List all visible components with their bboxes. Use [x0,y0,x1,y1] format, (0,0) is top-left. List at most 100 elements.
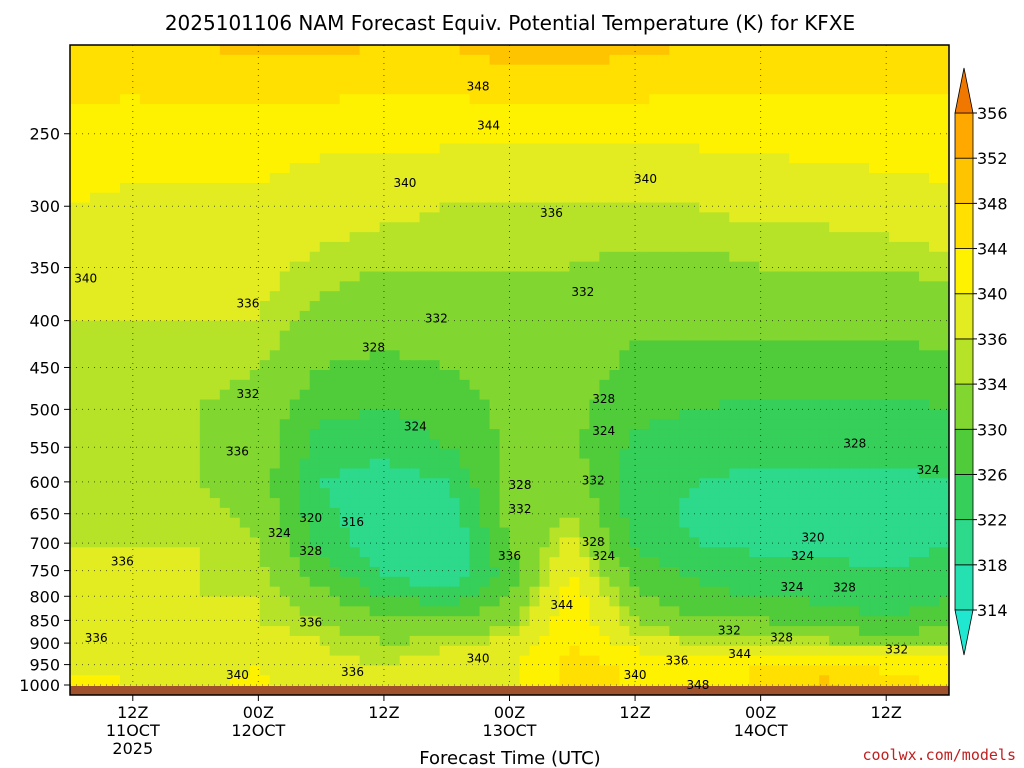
field-cell [929,143,940,154]
field-cell [479,557,491,568]
field-cell [289,320,301,332]
field-cell [449,517,461,529]
field-cell [549,566,561,578]
field-cell [479,251,491,263]
field-cell [479,399,491,410]
field-cell [519,596,531,607]
field-cell [119,488,131,499]
field-cell [189,596,201,607]
field-cell [349,281,361,292]
field-cell [779,409,790,420]
field-cell [669,507,680,519]
field-cell [829,222,840,233]
field-cell [319,399,331,410]
field-cell [179,104,191,115]
field-cell [129,310,141,322]
field-cell [139,281,151,292]
field-cell [279,527,291,539]
field-cell [529,517,541,529]
field-cell [199,566,211,578]
field-cell [489,547,501,558]
field-cell [699,123,710,135]
field-cell [199,429,211,440]
field-cell [589,468,600,479]
field-cell [359,241,371,253]
field-cell [289,291,301,302]
field-cell [809,498,820,509]
field-cell [99,251,111,263]
field-cell [639,468,650,479]
field-cell [439,566,451,578]
field-cell [469,596,481,607]
field-cell [279,547,291,558]
field-cell [929,399,940,410]
field-cell [469,192,481,204]
field-cell [839,409,850,420]
field-cell [389,94,401,105]
field-cell [379,498,391,509]
field-cell [419,350,431,361]
field-cell [309,596,321,607]
field-cell [459,547,471,558]
field-cell [919,143,930,154]
field-cell [479,153,491,164]
field-cell [819,507,830,519]
field-cell [159,537,171,548]
field-cell [899,576,910,588]
field-cell [879,173,890,184]
field-cell [909,84,920,95]
field-cell [689,104,700,115]
field-cell [579,163,591,174]
field-cell [879,310,890,322]
field-cell [339,123,351,135]
field-cell [129,350,141,361]
field-cell [769,173,780,184]
field-cell [769,576,780,588]
field-cell [709,389,720,401]
field-cell [659,251,670,263]
field-cell [99,507,111,519]
field-cell [319,409,331,420]
field-cell [289,113,301,125]
field-cell [929,409,940,420]
field-cell [169,133,181,145]
field-cell [389,360,401,371]
field-cell [489,291,501,302]
field-cell [379,468,391,479]
field-cell [259,340,271,351]
field-cell [79,498,91,509]
field-cell [639,301,650,312]
field-cell [579,232,591,243]
field-cell [139,241,151,253]
field-cell [129,192,141,204]
field-cell [229,104,241,115]
field-cell [99,133,111,145]
field-cell [909,104,920,115]
field-cell [829,291,840,302]
field-cell [319,468,331,479]
field-cell [609,498,620,509]
field-cell [849,192,860,204]
field-cell [749,379,760,391]
field-cell [419,84,431,95]
field-cell [299,202,311,214]
field-cell [70,310,81,322]
field-cell [549,527,561,539]
field-cell [289,557,301,568]
field-cell [119,379,131,391]
field-cell [309,547,321,558]
field-cell [939,379,949,391]
field-cell [529,566,541,578]
field-cell [649,360,660,371]
field-cell [799,547,810,558]
field-cell [679,222,690,233]
field-cell [449,54,461,66]
field-cell [649,586,660,598]
field-cell [279,271,291,282]
field-cell [789,399,800,410]
field-cell [669,537,680,548]
field-cell [139,133,151,145]
field-cell [869,192,880,204]
field-cell [379,182,391,194]
field-cell [419,488,431,499]
